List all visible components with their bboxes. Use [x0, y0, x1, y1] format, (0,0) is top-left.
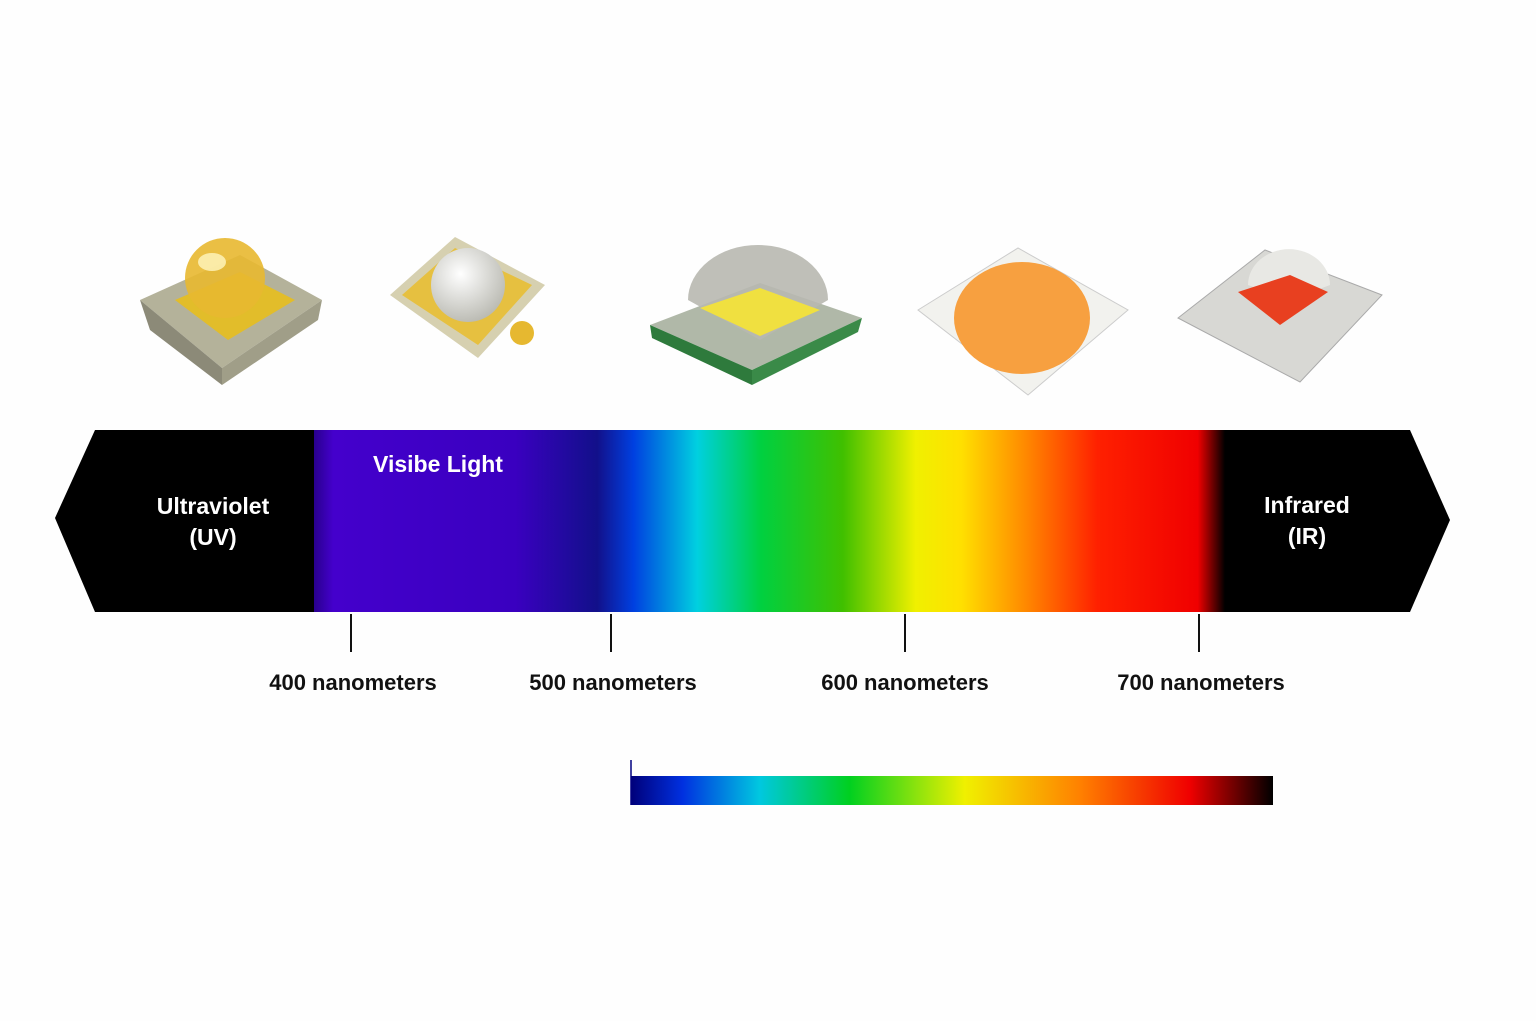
ir-band	[1225, 430, 1450, 612]
led-dome	[650, 245, 862, 385]
visible-label: Visibe Light	[373, 451, 503, 477]
tick-label: 700 nanometers	[1117, 670, 1285, 695]
tick-label: 500 nanometers	[529, 670, 697, 695]
tick-label: 400 nanometers	[269, 670, 437, 695]
tick-label: 600 nanometers	[821, 670, 989, 695]
visible-band	[314, 430, 1226, 612]
led-white	[390, 237, 545, 358]
ir-label: (IR)	[1288, 523, 1326, 549]
uv-label: Ultraviolet	[157, 493, 270, 519]
led-red	[1177, 249, 1383, 383]
led-orange	[917, 247, 1129, 396]
led-uv	[140, 238, 322, 385]
ticks	[350, 614, 1200, 652]
uv-band	[55, 430, 315, 612]
uv-label: (UV)	[189, 524, 236, 550]
ir-label: Infrared	[1264, 492, 1350, 518]
mini-spectrum	[631, 776, 1273, 805]
